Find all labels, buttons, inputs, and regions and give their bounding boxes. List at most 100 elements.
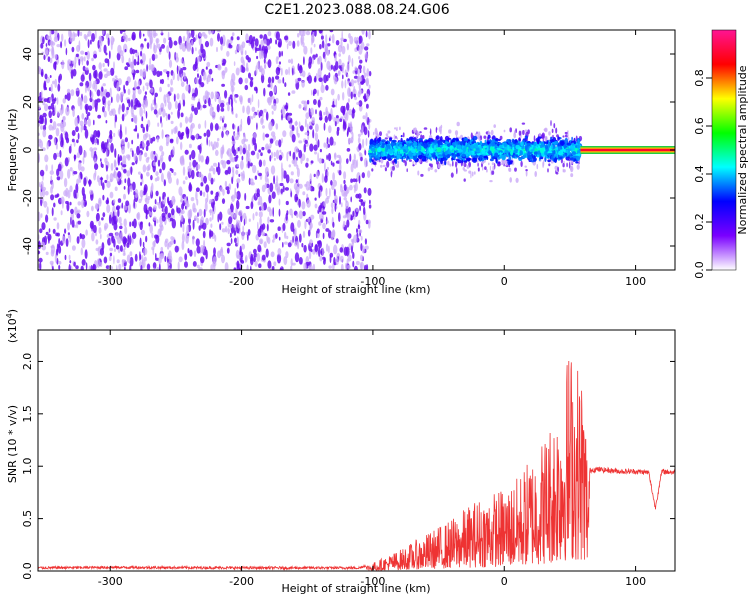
spectrogram-cell: [115, 245, 120, 250]
spectrogram-cell: [258, 159, 263, 168]
spectrogram-cell: [281, 168, 285, 177]
spectrogram-cell: [573, 140, 577, 145]
spectrogram-cell: [294, 252, 300, 263]
spectrogram-cell: [66, 88, 71, 94]
spectrogram-cell: [497, 138, 501, 142]
spectrogram-cell: [245, 255, 248, 263]
spectrogram-cell: [40, 72, 44, 76]
spectrogram-cell: [110, 142, 114, 153]
spectrogram-cell: [100, 176, 103, 187]
spectrogram-cell: [195, 190, 198, 201]
spectrogram-cell: [338, 212, 341, 223]
spectrogram-cell: [155, 234, 160, 244]
spectrogram-cell: [81, 199, 85, 209]
spectrogram-cell: [79, 120, 84, 127]
spectrogram-cell: [160, 78, 165, 85]
spectrogram-cell: [237, 147, 240, 152]
spectrogram-cell: [235, 169, 239, 175]
spectrogram-cell: [245, 55, 249, 60]
spectrogram-cell: [392, 139, 397, 143]
spectrogram-cell: [286, 210, 289, 216]
spectrogram-cell: [232, 123, 235, 130]
spectrogram-cell: [242, 212, 247, 220]
spectrogram-cell: [484, 143, 488, 146]
spectrogram-cell: [110, 67, 115, 76]
spectrogram-cell: [250, 256, 254, 266]
spectrogram-cell: [269, 90, 273, 97]
spectrogram-cell: [371, 147, 376, 152]
spectrogram-cell: [104, 157, 108, 164]
spectrogram-cell: [100, 161, 103, 168]
spectrogram-cell: [459, 157, 462, 160]
spectrogram-cell: [156, 176, 160, 182]
spectrogram-cell: [513, 155, 516, 159]
spectrogram-cell: [113, 61, 115, 71]
spectrogram-y-axis-label: Frequency (Hz): [6, 109, 19, 192]
spectrogram-cell: [83, 95, 88, 104]
spectrogram-cell: [82, 65, 86, 72]
spectrogram-cell: [107, 100, 111, 107]
spectrogram-cell: [241, 155, 244, 161]
spectrogram-cell: [268, 121, 273, 131]
spectrogram-cell: [45, 164, 48, 172]
spectrogram-cell: [217, 250, 222, 259]
spectrogram-cell: [141, 259, 146, 269]
spectrogram-cell: [333, 257, 336, 266]
colorbar-gradient: [711, 29, 737, 271]
spectrogram-cell: [337, 93, 340, 101]
spectrogram-cell: [162, 194, 165, 200]
spectrogram-cell: [385, 146, 388, 152]
spectrogram-cell: [81, 238, 86, 249]
spectrogram-cell: [545, 155, 548, 159]
spectrogram-cell: [117, 237, 122, 245]
spectrogram-cell: [251, 116, 254, 120]
spectrogram-cell: [54, 253, 58, 263]
spectrogram-cell: [112, 211, 115, 221]
spectrogram-cell: [558, 156, 562, 160]
spectrogram-cell: [241, 231, 245, 241]
spectrogram-cell: [275, 182, 279, 187]
spectrogram-cell: [548, 131, 551, 136]
spectrogram-cell: [75, 183, 79, 194]
spectrogram-cell: [420, 173, 424, 177]
spectrogram-cell: [236, 236, 239, 246]
spectrogram-cell: [226, 149, 230, 156]
spectrogram-cell: [212, 202, 215, 212]
spectrogram-cell: [329, 35, 332, 39]
spectrogram-cell: [344, 79, 347, 89]
spectrogram-cell: [481, 149, 486, 155]
spectrogram-cell: [83, 56, 86, 62]
spectrogram-cell: [157, 122, 160, 127]
spectrogram-cell: [133, 218, 137, 229]
spectrogram-cell: [340, 255, 344, 263]
spectrogram-cell: [270, 251, 275, 258]
spectrogram-cell: [157, 43, 161, 50]
spectrogram-cell: [317, 57, 320, 62]
spectrogram-cell: [510, 149, 514, 156]
spectrogram-cell: [172, 146, 175, 156]
spectrogram-cell: [314, 30, 317, 37]
spectrogram-cell: [67, 59, 72, 65]
spectrogram-cell: [300, 157, 303, 165]
spectrogram-cell: [110, 162, 114, 171]
spectrogram-cell: [129, 47, 133, 55]
spectrogram-cell: [235, 206, 238, 217]
spectrogram-cell: [380, 164, 383, 168]
spectrogram-cell: [128, 99, 131, 108]
spectrogram-cell: [234, 187, 236, 196]
spectrogram-cell: [341, 80, 344, 89]
spectrogram-cell: [519, 138, 521, 142]
spectrogram-cell: [109, 87, 112, 98]
spectrogram-cell: [145, 214, 148, 220]
spectrogram-cell: [145, 235, 148, 243]
spectrogram-cell: [326, 171, 329, 177]
spectrogram-cell: [80, 265, 84, 270]
spectrogram-cell: [204, 40, 210, 48]
spectrogram-cell: [240, 260, 245, 264]
spectrogram-cell: [544, 150, 548, 156]
spectrogram-cell: [412, 164, 415, 167]
spectrogram-cell: [486, 168, 488, 173]
spectrogram-cell: [192, 37, 196, 43]
spectrogram-cell: [39, 261, 42, 270]
spectrogram-cell: [119, 50, 124, 57]
